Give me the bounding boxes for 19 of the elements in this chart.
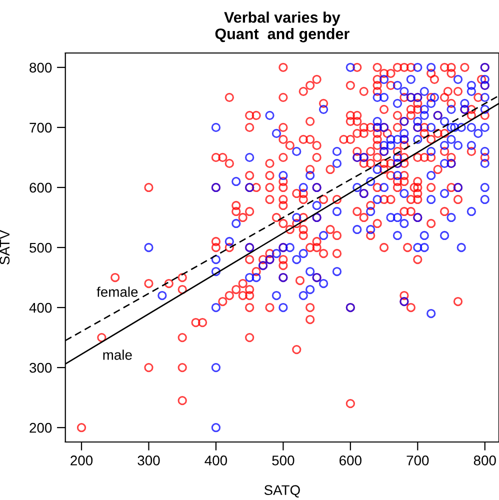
x-tick-label: 800 xyxy=(474,456,496,466)
y-tick-label: 500 xyxy=(30,242,52,253)
x-tick-label: 400 xyxy=(204,456,228,466)
y-tick-label: 400 xyxy=(29,302,52,313)
y-tick-label: 800 xyxy=(30,62,52,73)
series-label: male xyxy=(103,350,132,360)
x-axis-title: SATQ xyxy=(264,485,300,498)
y-axis-title: SATV xyxy=(0,230,10,264)
y-tick-label: 200 xyxy=(30,422,52,433)
y-tick-label: 300 xyxy=(30,362,52,373)
series-label: female xyxy=(96,286,138,297)
y-tick-label: 700 xyxy=(30,122,52,133)
y-tick-label: 600 xyxy=(30,182,52,193)
x-tick-label: 600 xyxy=(340,456,362,466)
x-tick-label: 700 xyxy=(406,456,429,466)
x-tick-label: 200 xyxy=(70,456,93,466)
chart-title: Verbal varies by Quant and gender xyxy=(215,12,350,42)
x-tick-label: 300 xyxy=(138,456,160,466)
x-tick-label: 500 xyxy=(272,456,294,466)
